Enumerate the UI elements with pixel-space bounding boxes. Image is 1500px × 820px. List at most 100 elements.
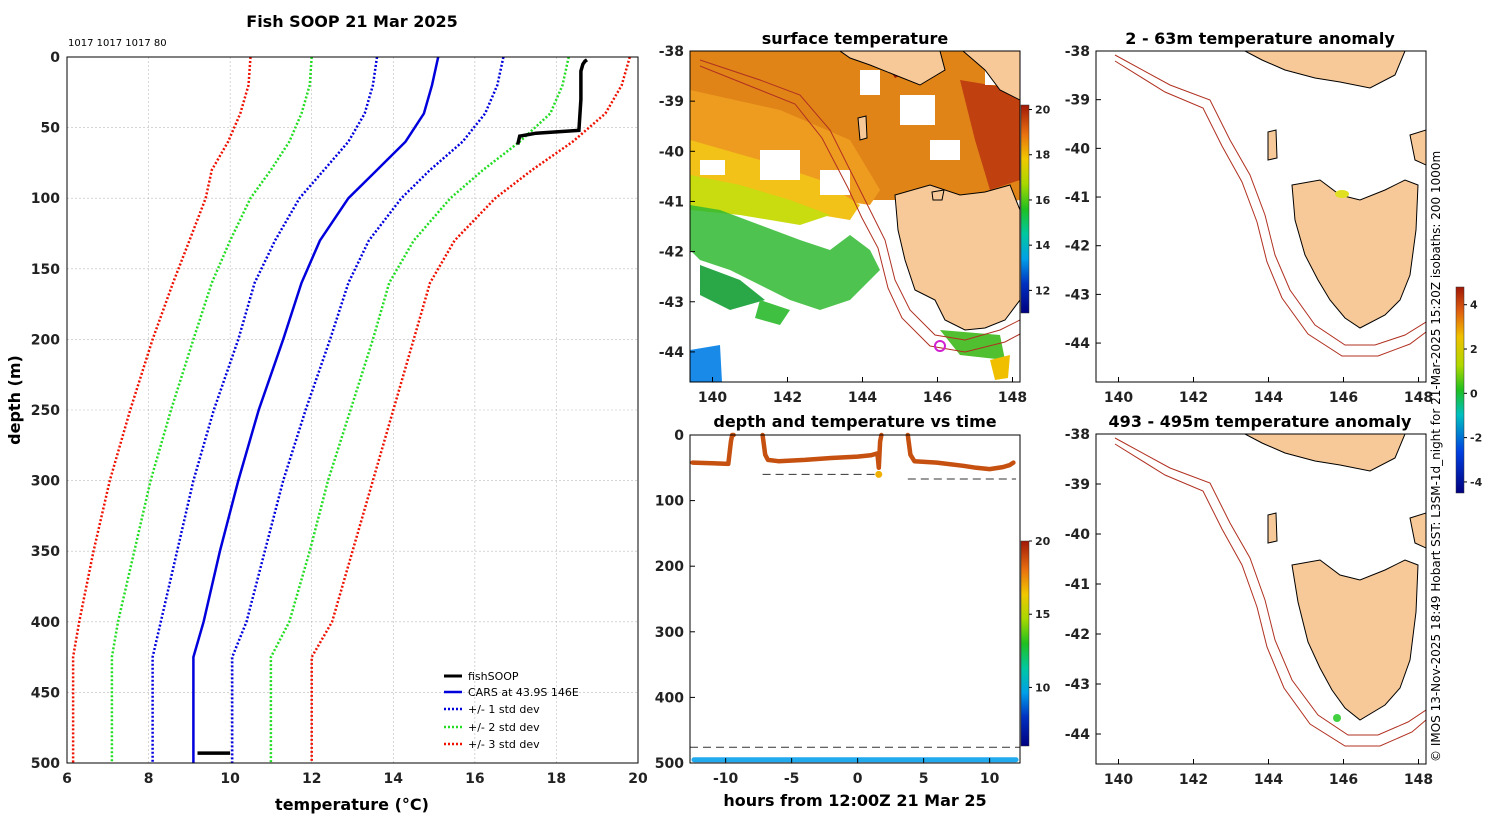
profile-ylabel: depth (m) <box>5 355 24 445</box>
profile-xtick: 20 <box>628 771 648 787</box>
anomaly-colorbar-tick: 0 <box>1470 387 1478 400</box>
side-note: © IMOS 13-Nov-2025 18:49 Hobart SST: L3S… <box>1429 151 1443 762</box>
depth-track <box>690 432 736 467</box>
depth-time-title: depth and temperature vs time <box>713 412 996 431</box>
depth-time-ytick: 100 <box>655 494 684 510</box>
anomaly-deep-ytick: -38 <box>1065 427 1090 443</box>
anomaly-deep-content <box>1114 434 1426 747</box>
fish-soop-profile <box>515 58 589 145</box>
profile-series--2-std <box>110 56 313 763</box>
anomaly-shallow-ytick: -42 <box>1065 239 1090 255</box>
legend-label-fish: fishSOOP <box>468 670 519 683</box>
anomaly-shallow-title: 2 - 63m temperature anomaly <box>1125 29 1395 48</box>
anomaly-deep-frame <box>1095 433 1427 765</box>
depth-time-colorbar-tick: 20 <box>1035 535 1051 548</box>
anomaly-colorbar-tick: -4 <box>1470 476 1483 489</box>
surface-map-title: surface temperature <box>762 29 949 48</box>
anomaly-deep-ytick: -42 <box>1065 627 1090 643</box>
surface-colorbar-tick: 14 <box>1035 239 1051 252</box>
profile-xtick: 18 <box>547 771 566 787</box>
mainland-coast-east <box>962 51 1020 101</box>
isobath-1000 <box>1114 443 1426 747</box>
profile-grid <box>67 57 638 763</box>
profile-panel: Fish SOOP 21 Mar 2025 1017 1017 1017 80 … <box>5 12 648 814</box>
isobath-200 <box>1114 437 1426 736</box>
depth-track <box>905 432 1016 472</box>
depth-time-panel: depth and temperature vs time -10 -5 0 5 100… <box>655 412 1051 810</box>
depth-time-ytick: 400 <box>655 690 684 706</box>
depth-time-xtick: -5 <box>784 771 800 787</box>
isobath-200 <box>699 59 1020 341</box>
profile-ytick: 0 <box>50 50 60 66</box>
profile-ytick: 400 <box>31 615 60 631</box>
mainland-coast <box>1244 434 1406 472</box>
anomaly-deep-ytick: -44 <box>1065 727 1091 743</box>
depth-time-colorbar <box>1020 540 1030 747</box>
profile-ytick: 150 <box>31 262 60 278</box>
legend-label-cars: CARS at 43.9S 146E <box>468 686 579 699</box>
legend-label-std3: +/- 3 std dev <box>468 738 540 751</box>
anomaly-deep-title: 493 - 495m temperature anomaly <box>1109 412 1412 431</box>
anomaly-deep-panel: 493 - 495m temperature anomaly 140 142 144… <box>1065 412 1433 788</box>
surface-map-ytick: -41 <box>659 194 684 210</box>
profile-series--1-std <box>230 56 505 763</box>
surface-map-xtick: 148 <box>998 390 1027 406</box>
anomaly-deep-xtick: 148 <box>1404 772 1433 788</box>
mainland-coast <box>1244 51 1406 89</box>
profile-ytick: 200 <box>31 332 60 348</box>
surface-colorbar-tick: 16 <box>1035 194 1051 207</box>
anomaly-colorbar-tick: -2 <box>1470 432 1482 445</box>
profile-axes-frame <box>66 56 639 764</box>
isobath-1000 <box>1114 60 1426 357</box>
isobath-1000 <box>699 65 1020 353</box>
surface-map-panel: surface temperature <box>659 29 1051 406</box>
depth-track-point <box>875 470 883 478</box>
anomaly-colorbar-tick: 4 <box>1470 299 1478 312</box>
anomaly-shallow-xtick: 148 <box>1404 390 1433 406</box>
anomaly-shallow-content <box>1114 51 1426 357</box>
surface-colorbar-tick: 20 <box>1035 104 1051 117</box>
surface-colorbar-ticks: 12 14 16 18 20 <box>1029 104 1051 297</box>
anomaly-deep-ticks: 140 142 144 146 148 -38 -39 -40 -41 -42 -43 -44 <box>1065 427 1433 788</box>
depth-time-colorbar-ticks: 10 15 20 <box>1029 535 1051 694</box>
profile-ytick: 300 <box>31 474 60 490</box>
profile-xtick: 14 <box>384 771 404 787</box>
sst-hot-field <box>960 80 1020 190</box>
flinders-island <box>1409 129 1426 166</box>
anomaly-shallow-ytick: -40 <box>1065 141 1091 157</box>
isobath-200 <box>1114 54 1426 346</box>
profile-series-cars <box>192 56 440 763</box>
anomaly-marker-shallow <box>1335 190 1349 198</box>
depth-time-ytick: 200 <box>655 559 684 575</box>
profile-ytick: 50 <box>41 121 61 137</box>
anomaly-deep-xtick: 142 <box>1179 772 1208 788</box>
legend-label-std2: +/- 2 std dev <box>468 721 540 734</box>
anomaly-colorbar <box>1455 286 1465 494</box>
surface-colorbar-tick: 12 <box>1035 284 1050 297</box>
depth-time-colorbar-tick: 15 <box>1035 608 1050 621</box>
profile-xtick: 10 <box>220 771 240 787</box>
profile-xtick: 8 <box>144 771 154 787</box>
anomaly-shallow-ticks: 140 142 144 146 148 -38 -39 -40 -41 -42 -43 -44 <box>1065 44 1433 406</box>
anomaly-shallow-xtick: 146 <box>1329 390 1358 406</box>
surface-map-ytick: -38 <box>659 44 684 60</box>
anomaly-shallow-ytick: -38 <box>1065 44 1090 60</box>
surface-map-ytick: -39 <box>659 94 684 110</box>
anomaly-colorbar-tick: 2 <box>1470 343 1478 356</box>
depth-time-xtick: 0 <box>853 771 863 787</box>
anomaly-marker-deep <box>1333 714 1341 722</box>
sst-green-patches <box>690 205 1010 380</box>
anomaly-shallow-ytick: -44 <box>1065 336 1091 352</box>
depth-time-ytick: 500 <box>655 756 684 772</box>
depth-time-xtick: 5 <box>919 771 929 787</box>
surface-map-ytick: -43 <box>659 295 684 311</box>
anomaly-shallow-ytick: -43 <box>1065 287 1090 303</box>
anomaly-shallow-frame <box>1095 50 1427 383</box>
depth-time-content <box>690 432 1020 763</box>
profile-xtick: 12 <box>302 771 321 787</box>
flinders-island <box>1409 512 1426 549</box>
anomaly-deep-ytick: -40 <box>1065 527 1091 543</box>
profile-ytick: 500 <box>31 756 60 772</box>
surface-map-xtick: 140 <box>698 390 727 406</box>
